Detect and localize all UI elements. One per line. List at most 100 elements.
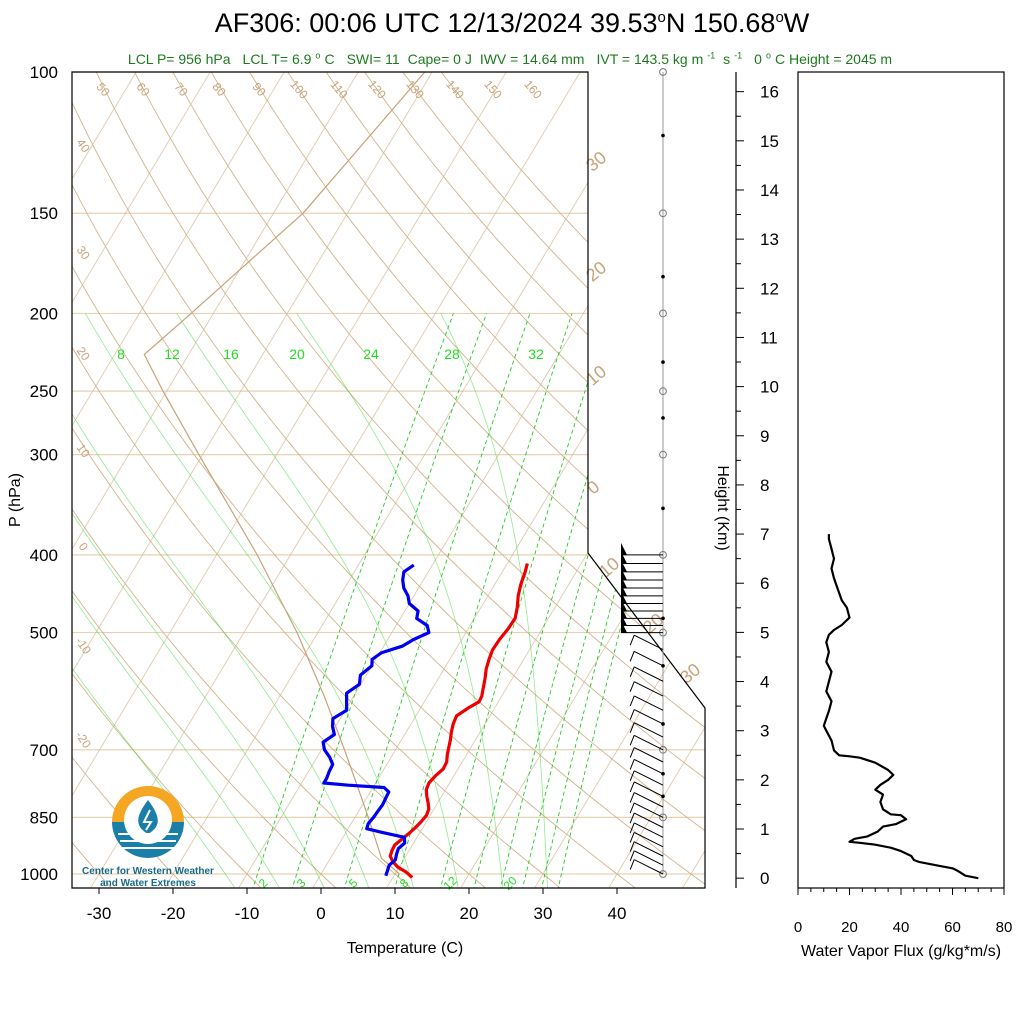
wind-barb xyxy=(633,770,664,786)
wind-level-marker xyxy=(659,813,667,822)
moist-adiabat-label: 20 xyxy=(582,257,610,285)
wind-barb-feather xyxy=(629,859,635,870)
wind-level-marker xyxy=(659,450,667,459)
skewt-border xyxy=(71,71,706,889)
height-tick-label: 11 xyxy=(760,328,778,347)
wind-level-marker xyxy=(659,68,667,76)
temperature-tick-label: 0 xyxy=(316,904,325,923)
height-tick-label: 5 xyxy=(760,623,769,642)
wind-barb-feather xyxy=(629,832,635,843)
wind-barb xyxy=(633,758,664,775)
skewt-frame xyxy=(71,71,706,889)
wind-barb-feather xyxy=(629,709,635,720)
mixing-ratio-line xyxy=(557,313,705,888)
dry-adiabat-line xyxy=(95,72,705,888)
wind-barb xyxy=(633,666,664,682)
mixing-ratio-line xyxy=(472,313,638,888)
logo-line-1: Center for Western Weather xyxy=(82,866,214,877)
wind-barb xyxy=(633,695,664,711)
temperature-trace xyxy=(388,563,529,879)
temperature-tick-label: -20 xyxy=(161,904,186,923)
dry-adiabat-line xyxy=(72,72,490,888)
dry-adiabat-label: -10 xyxy=(73,635,95,658)
wind-barb xyxy=(633,747,664,763)
flux-tick-label: 80 xyxy=(996,919,1013,936)
lcl-temperature: LCL T= 6.9 o C xyxy=(242,50,335,67)
isotherm-line xyxy=(680,72,705,888)
wind-barbs xyxy=(621,68,667,878)
mixing-ratio-line xyxy=(439,313,611,888)
flux-tick-label: 20 xyxy=(841,919,858,936)
wind-barb xyxy=(633,634,664,651)
isotherm-line xyxy=(72,72,296,888)
wind-barb-feather xyxy=(629,666,635,678)
wind-barb-feather xyxy=(629,850,635,861)
cw3e-logo xyxy=(112,786,184,858)
wind-barb-feather xyxy=(629,651,635,662)
lcl-pressure: LCL P= 956 hPa xyxy=(127,50,231,67)
ivt-value: IVT = 143.5 kg m -1 s -1 xyxy=(596,50,743,67)
chart-title: AF306: 00:06 UTC 12/13/2024 39.53oN 150.… xyxy=(214,8,810,38)
moist-adiabat-line xyxy=(72,313,238,888)
moist-adiabat-line xyxy=(296,313,504,888)
isotherm-line xyxy=(88,72,592,888)
mixing-ratio-line xyxy=(343,313,531,888)
wind-barb xyxy=(633,781,664,797)
wind-barb-flag xyxy=(621,542,627,555)
isotherm-line xyxy=(72,72,222,888)
pressure-tick-label: 850 xyxy=(30,808,58,827)
mixing-ratio-label: 32 xyxy=(528,346,544,362)
mixing-ratio-line xyxy=(499,313,660,888)
temperature-tick-label: 10 xyxy=(386,904,405,923)
height-tick-label: 7 xyxy=(760,525,769,544)
isotherm-line xyxy=(606,72,705,888)
height-axis-label: Height (Km) xyxy=(714,465,731,550)
pressure-tick-label: 300 xyxy=(30,446,58,465)
skewt-profiles xyxy=(143,72,529,879)
wind-level-marker xyxy=(659,745,667,754)
logo-line-2: and Water Extremes xyxy=(100,878,196,889)
water-drop-icon xyxy=(138,800,158,834)
wind-barb xyxy=(633,812,664,828)
mixing-ratio-label: 20 xyxy=(289,346,305,362)
moist-adiabat-line xyxy=(72,313,282,888)
mixing-ratio-line xyxy=(540,313,694,888)
mixing-ratio-label: 28 xyxy=(444,346,460,362)
dry-adiabat-line xyxy=(364,72,705,888)
dry-adiabat-line xyxy=(72,72,705,888)
wind-level-dot xyxy=(661,506,665,511)
moist-adiabat-line xyxy=(72,313,326,888)
pressure-tick-label: 500 xyxy=(30,624,58,643)
isotherm-line xyxy=(72,72,370,888)
moist-adiabat-label: 10 xyxy=(582,361,610,389)
mixing-ratio-label: 8 xyxy=(117,346,125,362)
dry-adiabat-label: 110 xyxy=(328,78,351,102)
dry-adiabat-label: 100 xyxy=(287,77,311,102)
flux-tick-label: 40 xyxy=(893,919,910,936)
lightning-icon xyxy=(142,809,153,831)
mixing-ratio-line xyxy=(521,313,678,888)
isotherm-line xyxy=(162,72,666,888)
moist-adiabat-label: 0 xyxy=(583,477,604,499)
dry-adiabat-line xyxy=(210,72,705,888)
pressure-tick-label: 200 xyxy=(30,304,58,323)
wind-barb-feather xyxy=(629,681,635,692)
height-tick-label: 2 xyxy=(760,771,769,790)
moist-adiabat-line xyxy=(176,313,460,888)
dewpoint-trace xyxy=(321,563,431,877)
moist-adiabat-label: 30 xyxy=(582,147,610,175)
wind-barb-feather xyxy=(629,634,635,646)
wind-barb-feather xyxy=(629,822,635,834)
height-tick-label: 10 xyxy=(760,378,779,397)
height-tick-label: 8 xyxy=(760,476,769,495)
dry-adiabat-line xyxy=(249,72,705,888)
wind-level-dot xyxy=(661,274,665,279)
flux-axis-label: Water Vapor Flux (g/kg*m/s) xyxy=(801,943,1001,960)
height-tick-label: 16 xyxy=(760,83,779,102)
moist-adiabat-line xyxy=(440,313,548,888)
pressure-tick-label: 250 xyxy=(30,382,58,401)
wind-barb xyxy=(633,792,664,808)
dry-adiabat-line xyxy=(72,72,415,888)
